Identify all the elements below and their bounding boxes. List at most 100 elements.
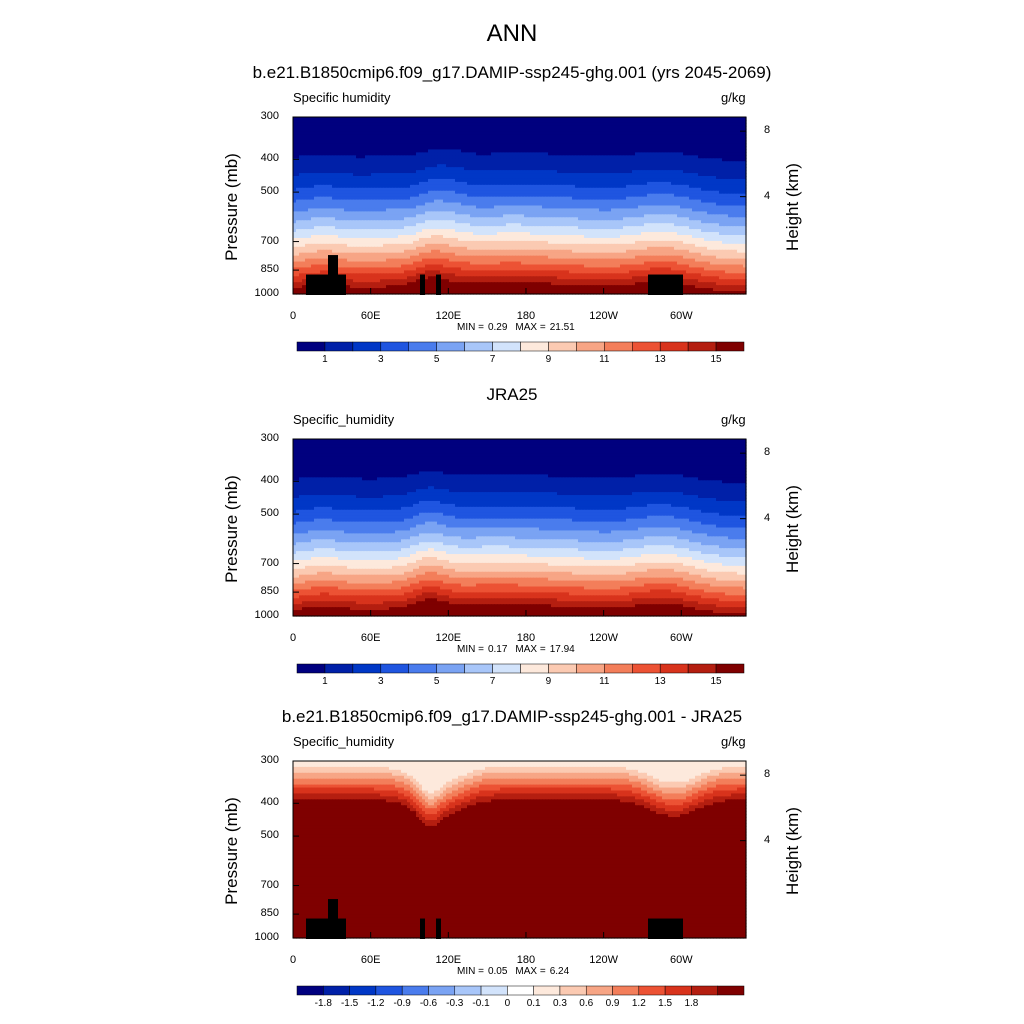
field-cell — [413, 164, 417, 168]
field-cell — [539, 131, 543, 136]
field-cell — [302, 176, 306, 180]
field-cell — [710, 181, 714, 186]
field-cell — [725, 196, 729, 201]
field-cell — [341, 170, 345, 174]
field-cell — [686, 155, 690, 159]
field-cell — [311, 173, 315, 177]
field-cell — [635, 202, 639, 207]
field-cell — [683, 167, 687, 171]
field-cell — [431, 119, 435, 124]
field-cell — [623, 149, 627, 153]
field-cell — [647, 211, 651, 215]
field-cell — [575, 167, 579, 171]
field-cell — [425, 117, 429, 121]
field-cell — [554, 208, 558, 212]
field-cell — [341, 211, 345, 215]
field-cell — [383, 152, 387, 156]
field-cell — [737, 143, 741, 148]
field-cell — [635, 164, 639, 168]
field-cell — [449, 173, 453, 177]
field-cell — [677, 196, 681, 201]
field-cell — [419, 137, 423, 142]
field-cell — [668, 205, 672, 210]
field-cell — [698, 125, 702, 130]
field-cell — [425, 178, 429, 183]
field-cell — [446, 119, 450, 124]
field-cell — [443, 149, 447, 153]
field-cell — [368, 122, 372, 127]
field-cell — [365, 149, 369, 153]
field-cell — [737, 146, 741, 151]
field-cell — [491, 131, 495, 136]
field-cell — [296, 161, 300, 165]
field-cell — [485, 196, 489, 201]
field-cell — [656, 146, 660, 151]
field-cell — [566, 193, 570, 198]
field-cell — [659, 119, 663, 124]
field-cell — [539, 176, 543, 180]
field-cell — [425, 190, 429, 195]
field-cell — [362, 149, 366, 153]
field-cell — [401, 128, 405, 133]
field-cell — [608, 208, 612, 212]
field-cell — [743, 178, 747, 183]
field-cell — [500, 173, 504, 177]
field-cell — [665, 117, 669, 121]
field-cell — [326, 211, 330, 215]
field-cell — [581, 167, 585, 171]
field-cell — [509, 155, 513, 159]
field-cell — [368, 146, 372, 151]
field-cell — [728, 143, 732, 148]
field-cell — [641, 143, 645, 148]
field-cell — [347, 117, 351, 121]
field-cell — [311, 193, 315, 198]
field-cell — [302, 190, 306, 195]
field-cell — [428, 122, 432, 127]
field-cell — [623, 146, 627, 151]
field-cell — [362, 125, 366, 130]
field-cell — [704, 119, 708, 124]
field-cell — [509, 117, 513, 121]
field-cell — [497, 119, 501, 124]
field-cell — [563, 155, 567, 159]
field-cell — [602, 134, 606, 139]
field-cell — [644, 208, 648, 212]
field-cell — [629, 128, 633, 133]
field-cell — [680, 149, 684, 153]
field-cell — [365, 208, 369, 212]
field-cell — [380, 117, 384, 121]
field-cell — [308, 178, 312, 183]
field-cell — [548, 137, 552, 142]
field-cell — [491, 173, 495, 177]
field-cell — [482, 128, 486, 133]
field-cell — [491, 202, 495, 207]
field-cell — [476, 184, 480, 189]
field-cell — [347, 170, 351, 174]
field-cell — [548, 134, 552, 139]
field-cell — [665, 137, 669, 142]
field-cell — [662, 193, 666, 198]
field-cell — [377, 140, 381, 145]
field-cell — [299, 164, 303, 168]
field-cell — [485, 178, 489, 183]
field-cell — [323, 152, 327, 156]
field-cell — [308, 119, 312, 124]
field-cell — [533, 187, 537, 192]
field-cell — [608, 143, 612, 148]
field-cell — [353, 137, 357, 142]
field-cell — [467, 149, 471, 153]
field-cell — [581, 119, 585, 124]
field-cell — [422, 143, 426, 148]
field-cell — [293, 119, 297, 124]
field-cell — [557, 211, 561, 215]
field-cell — [302, 128, 306, 133]
field-cell — [635, 181, 639, 186]
field-cell — [446, 149, 450, 153]
field-cell — [497, 181, 501, 186]
field-cell — [452, 184, 456, 189]
field-cell — [740, 117, 744, 121]
field-cell — [611, 140, 615, 145]
field-cell — [683, 146, 687, 151]
field-cell — [509, 199, 513, 204]
field-cell — [410, 158, 414, 162]
